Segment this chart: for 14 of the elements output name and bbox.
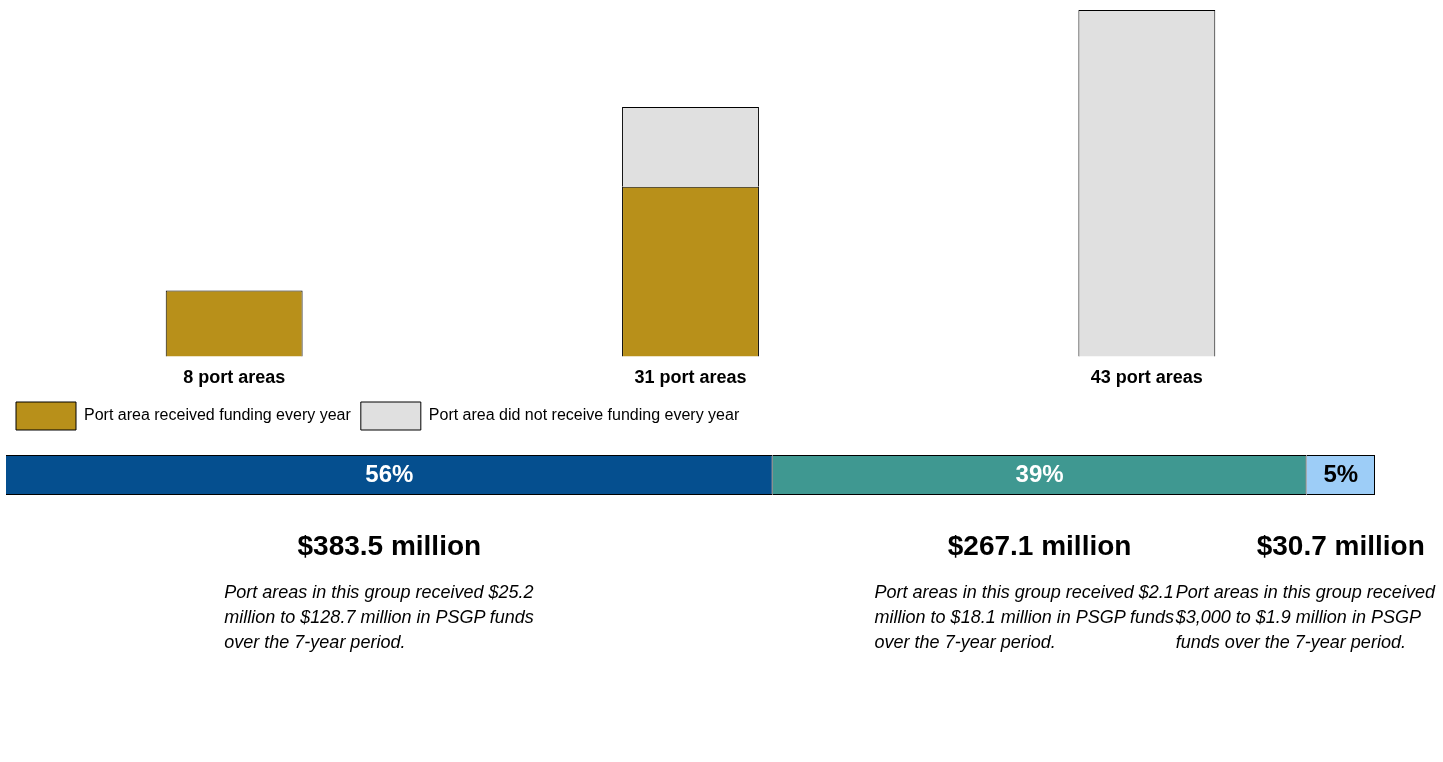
text: Port areas in this group received $3,000 to $1.9 million in PSGP funds over the 7-year period. — [1175, 581, 1435, 654]
data-label: 56% — [365, 459, 414, 487]
data-label: 5% — [1323, 459, 1359, 487]
legend-label: Port area received funding every year — [84, 406, 352, 424]
text: $267.1 million — [947, 530, 1132, 562]
x-tick-label: 8 port areas — [183, 367, 286, 388]
text: $30.7 million — [1256, 530, 1425, 562]
text: Port areas in this group received $25.2 million to $128.7 million in PSGP funds over the 7-year period. — [224, 581, 535, 654]
legend-label: Port area did not receive funding every year — [428, 406, 740, 424]
data-label: 39% — [1015, 459, 1064, 487]
text: $383.5 million — [297, 530, 482, 562]
x-tick-label: 43 port areas — [1090, 367, 1203, 388]
x-tick-label: 31 port areas — [634, 367, 747, 388]
text: Port areas in this group received $2.1 million to $18.1 million in PSGP funds over the 7-year period. — [874, 582, 1175, 652]
